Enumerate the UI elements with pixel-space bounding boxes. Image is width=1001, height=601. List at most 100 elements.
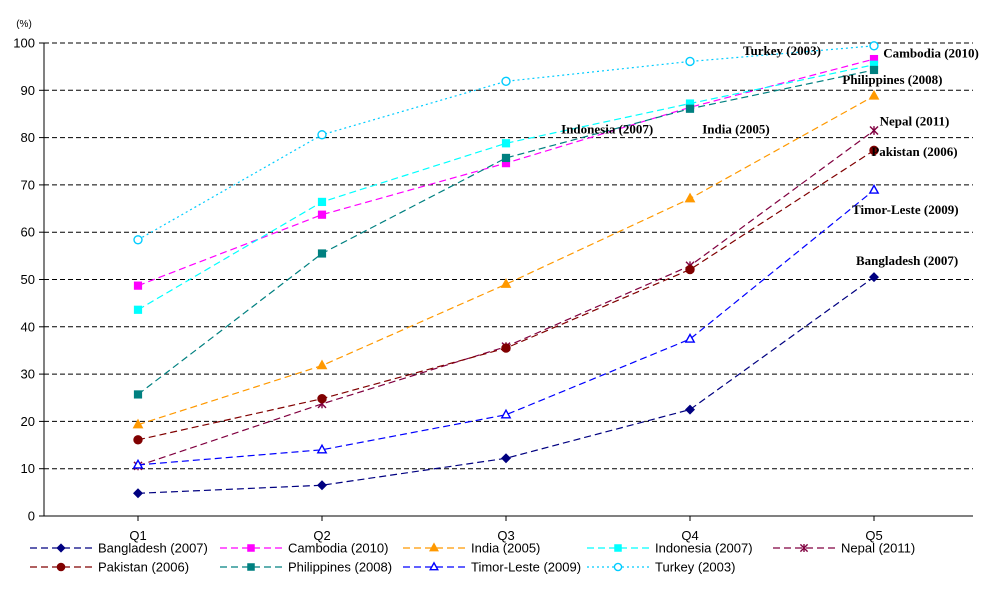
series-line-timor-leste-2009 bbox=[137, 189, 875, 466]
legend-label: Turkey (2003) bbox=[655, 560, 735, 575]
axis-layer: 0 10 20 30 40 50 60 70 80 90 100 Q1 Q2 Q3 Q4 Q5 bbox=[13, 36, 973, 543]
legend-item-timor-leste-2009: Timor-Leste (2009) bbox=[403, 560, 581, 575]
legend-item-turkey-2003: Turkey (2003) bbox=[587, 560, 735, 575]
data-point-indonesia-2007-q1 bbox=[133, 305, 143, 314]
data-point-philippines-2008-q3 bbox=[501, 153, 511, 163]
series-annotation: Timor-Leste (2009) bbox=[852, 202, 959, 217]
series-annotation: Cambodia (2010) bbox=[883, 46, 979, 61]
data-point-philippines-2008-q5 bbox=[869, 65, 879, 75]
legend-label: India (2005) bbox=[471, 541, 540, 556]
data-point-philippines-2008-q4 bbox=[685, 104, 695, 113]
y-tick-label: 60 bbox=[21, 225, 35, 240]
series-layer bbox=[132, 41, 880, 499]
legend-swatch-marker bbox=[247, 544, 255, 552]
data-point-turkey-2003-q4 bbox=[685, 56, 695, 67]
legend-label: Bangladesh (2007) bbox=[98, 541, 208, 556]
data-point-timor-leste-2009-q1 bbox=[132, 458, 144, 469]
data-point-bangladesh-2007-q1 bbox=[133, 488, 143, 499]
data-point-turkey-2003-q2 bbox=[317, 130, 327, 140]
legend-label: Philippines (2008) bbox=[288, 560, 392, 575]
data-point-india-2005-q1 bbox=[132, 418, 144, 429]
x-tick-label: Q5 bbox=[865, 528, 882, 543]
legend-swatch-marker bbox=[613, 562, 623, 572]
data-point-pakistan-2006-q3 bbox=[501, 343, 511, 353]
legend-swatch-marker bbox=[429, 561, 439, 571]
legend-swatch-marker bbox=[56, 543, 66, 553]
x-tick-label: Q1 bbox=[129, 528, 146, 543]
y-tick-label: 90 bbox=[21, 83, 35, 98]
series-bangladesh-2007 bbox=[133, 272, 879, 499]
legend: Bangladesh (2007) Cambodia (2010) India (2… bbox=[30, 541, 915, 575]
data-point-pakistan-2006-q1 bbox=[133, 435, 143, 445]
data-point-india-2005-q3 bbox=[500, 278, 512, 288]
data-point-timor-leste-2009-q5 bbox=[868, 184, 880, 194]
data-point-bangladesh-2007-q4 bbox=[685, 404, 695, 415]
y-unit-label: (%) bbox=[16, 19, 32, 30]
series-philippines-2008 bbox=[133, 65, 879, 399]
data-point-timor-leste-2009-q4 bbox=[684, 333, 696, 343]
data-point-timor-leste-2009-q2 bbox=[316, 443, 328, 454]
grid-layer bbox=[44, 42, 973, 470]
series-annotation: Bangladesh (2007) bbox=[856, 253, 958, 268]
series-annotation: Turkey (2003) bbox=[743, 43, 821, 58]
data-point-turkey-2003-q1 bbox=[133, 235, 143, 245]
series-turkey-2003 bbox=[133, 41, 879, 245]
y-tick-label: 40 bbox=[21, 319, 35, 334]
y-tick-label: 80 bbox=[21, 130, 35, 145]
data-point-pakistan-2006-q5 bbox=[869, 145, 879, 156]
legend-swatch-marker bbox=[799, 543, 809, 553]
legend-item-indonesia-2007: Indonesia (2007) bbox=[587, 541, 753, 556]
legend-label: Nepal (2011) bbox=[841, 541, 915, 556]
legend-item-philippines-2008: Philippines (2008) bbox=[220, 560, 392, 575]
data-point-turkey-2003-q3 bbox=[501, 76, 511, 87]
legend-swatch-marker bbox=[247, 563, 255, 571]
series-annotation: Pakistan (2006) bbox=[871, 144, 957, 159]
series-line-philippines-2008 bbox=[137, 69, 875, 395]
series-line-pakistan-2006 bbox=[137, 149, 875, 441]
data-point-philippines-2008-q2 bbox=[317, 249, 327, 258]
series-indonesia-2007 bbox=[133, 60, 879, 314]
data-point-philippines-2008-q1 bbox=[133, 390, 143, 399]
y-tick-label: 100 bbox=[13, 36, 35, 51]
legend-item-pakistan-2006: Pakistan (2006) bbox=[30, 560, 189, 575]
y-tick-label: 20 bbox=[21, 414, 35, 429]
series-annotation: Philippines (2008) bbox=[842, 72, 942, 87]
data-point-bangladesh-2007-q5 bbox=[869, 272, 879, 283]
legend-label: Timor-Leste (2009) bbox=[471, 560, 581, 575]
series-timor-leste-2009 bbox=[132, 184, 880, 469]
data-point-timor-leste-2009-q3 bbox=[500, 408, 512, 419]
x-tick-label: Q4 bbox=[681, 528, 698, 543]
legend-item-bangladesh-2007: Bangladesh (2007) bbox=[30, 541, 208, 556]
x-tick-label: Q2 bbox=[313, 528, 330, 543]
data-point-indonesia-2007-q2 bbox=[317, 197, 327, 207]
y-tick-label: 70 bbox=[21, 177, 35, 192]
legend-swatch-marker bbox=[429, 542, 439, 552]
series-nepal-2011 bbox=[133, 126, 879, 471]
legend-label: Pakistan (2006) bbox=[98, 560, 189, 575]
series-line-indonesia-2007 bbox=[137, 64, 875, 311]
y-tick-label: 0 bbox=[28, 509, 35, 524]
legend-item-india-2005: India (2005) bbox=[403, 541, 540, 556]
data-point-bangladesh-2007-q3 bbox=[501, 453, 511, 464]
legend-label: Indonesia (2007) bbox=[655, 541, 753, 556]
series-india-2005 bbox=[132, 89, 880, 429]
y-tick-label: 10 bbox=[21, 461, 35, 476]
legend-item-nepal-2011: Nepal (2011) bbox=[773, 541, 915, 556]
data-point-pakistan-2006-q2 bbox=[317, 393, 327, 404]
data-point-nepal-2011-q5 bbox=[869, 126, 879, 135]
x-tick-label: Q3 bbox=[497, 528, 514, 543]
data-point-india-2005-q2 bbox=[316, 359, 328, 370]
series-annotation: Nepal (2011) bbox=[880, 113, 950, 128]
series-line-bangladesh-2007 bbox=[137, 276, 875, 494]
series-line-turkey-2003 bbox=[137, 45, 875, 241]
series-pakistan-2006 bbox=[133, 145, 879, 445]
series-annotation: Indonesia (2007) bbox=[561, 121, 653, 136]
data-point-india-2005-q4 bbox=[684, 192, 696, 203]
data-point-bangladesh-2007-q2 bbox=[317, 480, 327, 491]
data-point-cambodia-2010-q1 bbox=[133, 281, 143, 290]
series-annotation: India (2005) bbox=[702, 121, 770, 136]
y-tick-label: 30 bbox=[21, 367, 35, 382]
legend-label: Cambodia (2010) bbox=[288, 541, 388, 556]
